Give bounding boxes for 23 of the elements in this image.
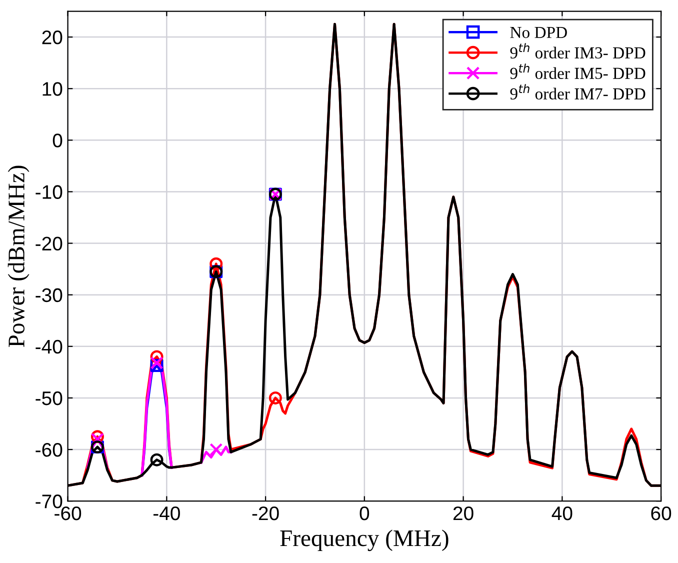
- legend-label: 9$^{th}$ order IM7- DPD: [510, 84, 646, 100]
- y-tick-label: -50: [36, 391, 62, 406]
- y-tick-label: -30: [36, 288, 62, 302]
- x-tick-label: 40: [552, 506, 572, 520]
- y-tick-label: -10: [36, 185, 62, 199]
- x-tick-label: 20: [453, 506, 474, 520]
- y-tick-label: 10: [42, 82, 62, 96]
- legend-label: No DPD: [510, 27, 567, 38]
- x-tick-label: 60: [651, 506, 672, 520]
- legend-label: 9$^{th}$ order IM3- DPD: [510, 43, 646, 58]
- x-axis-title: Frequency (MHz): [280, 530, 448, 552]
- y-axis-title: Power (dBm/MHz): [8, 166, 30, 347]
- x-tick-label: -20: [252, 506, 279, 520]
- x-tick-label: 0: [360, 506, 370, 520]
- y-tick-label: -40: [36, 340, 62, 354]
- x-tick-label: -40: [153, 506, 180, 520]
- legend-label: 9$^{th}$ order IM5- DPD: [510, 64, 646, 79]
- x-tick-label: -60: [54, 506, 82, 520]
- y-tick-label: 20: [42, 30, 62, 44]
- y-tick-label: -20: [36, 236, 62, 251]
- y-tick-label: -60: [36, 442, 62, 457]
- y-tick-label: 0: [52, 134, 62, 148]
- y-tick-label: -70: [36, 494, 62, 508]
